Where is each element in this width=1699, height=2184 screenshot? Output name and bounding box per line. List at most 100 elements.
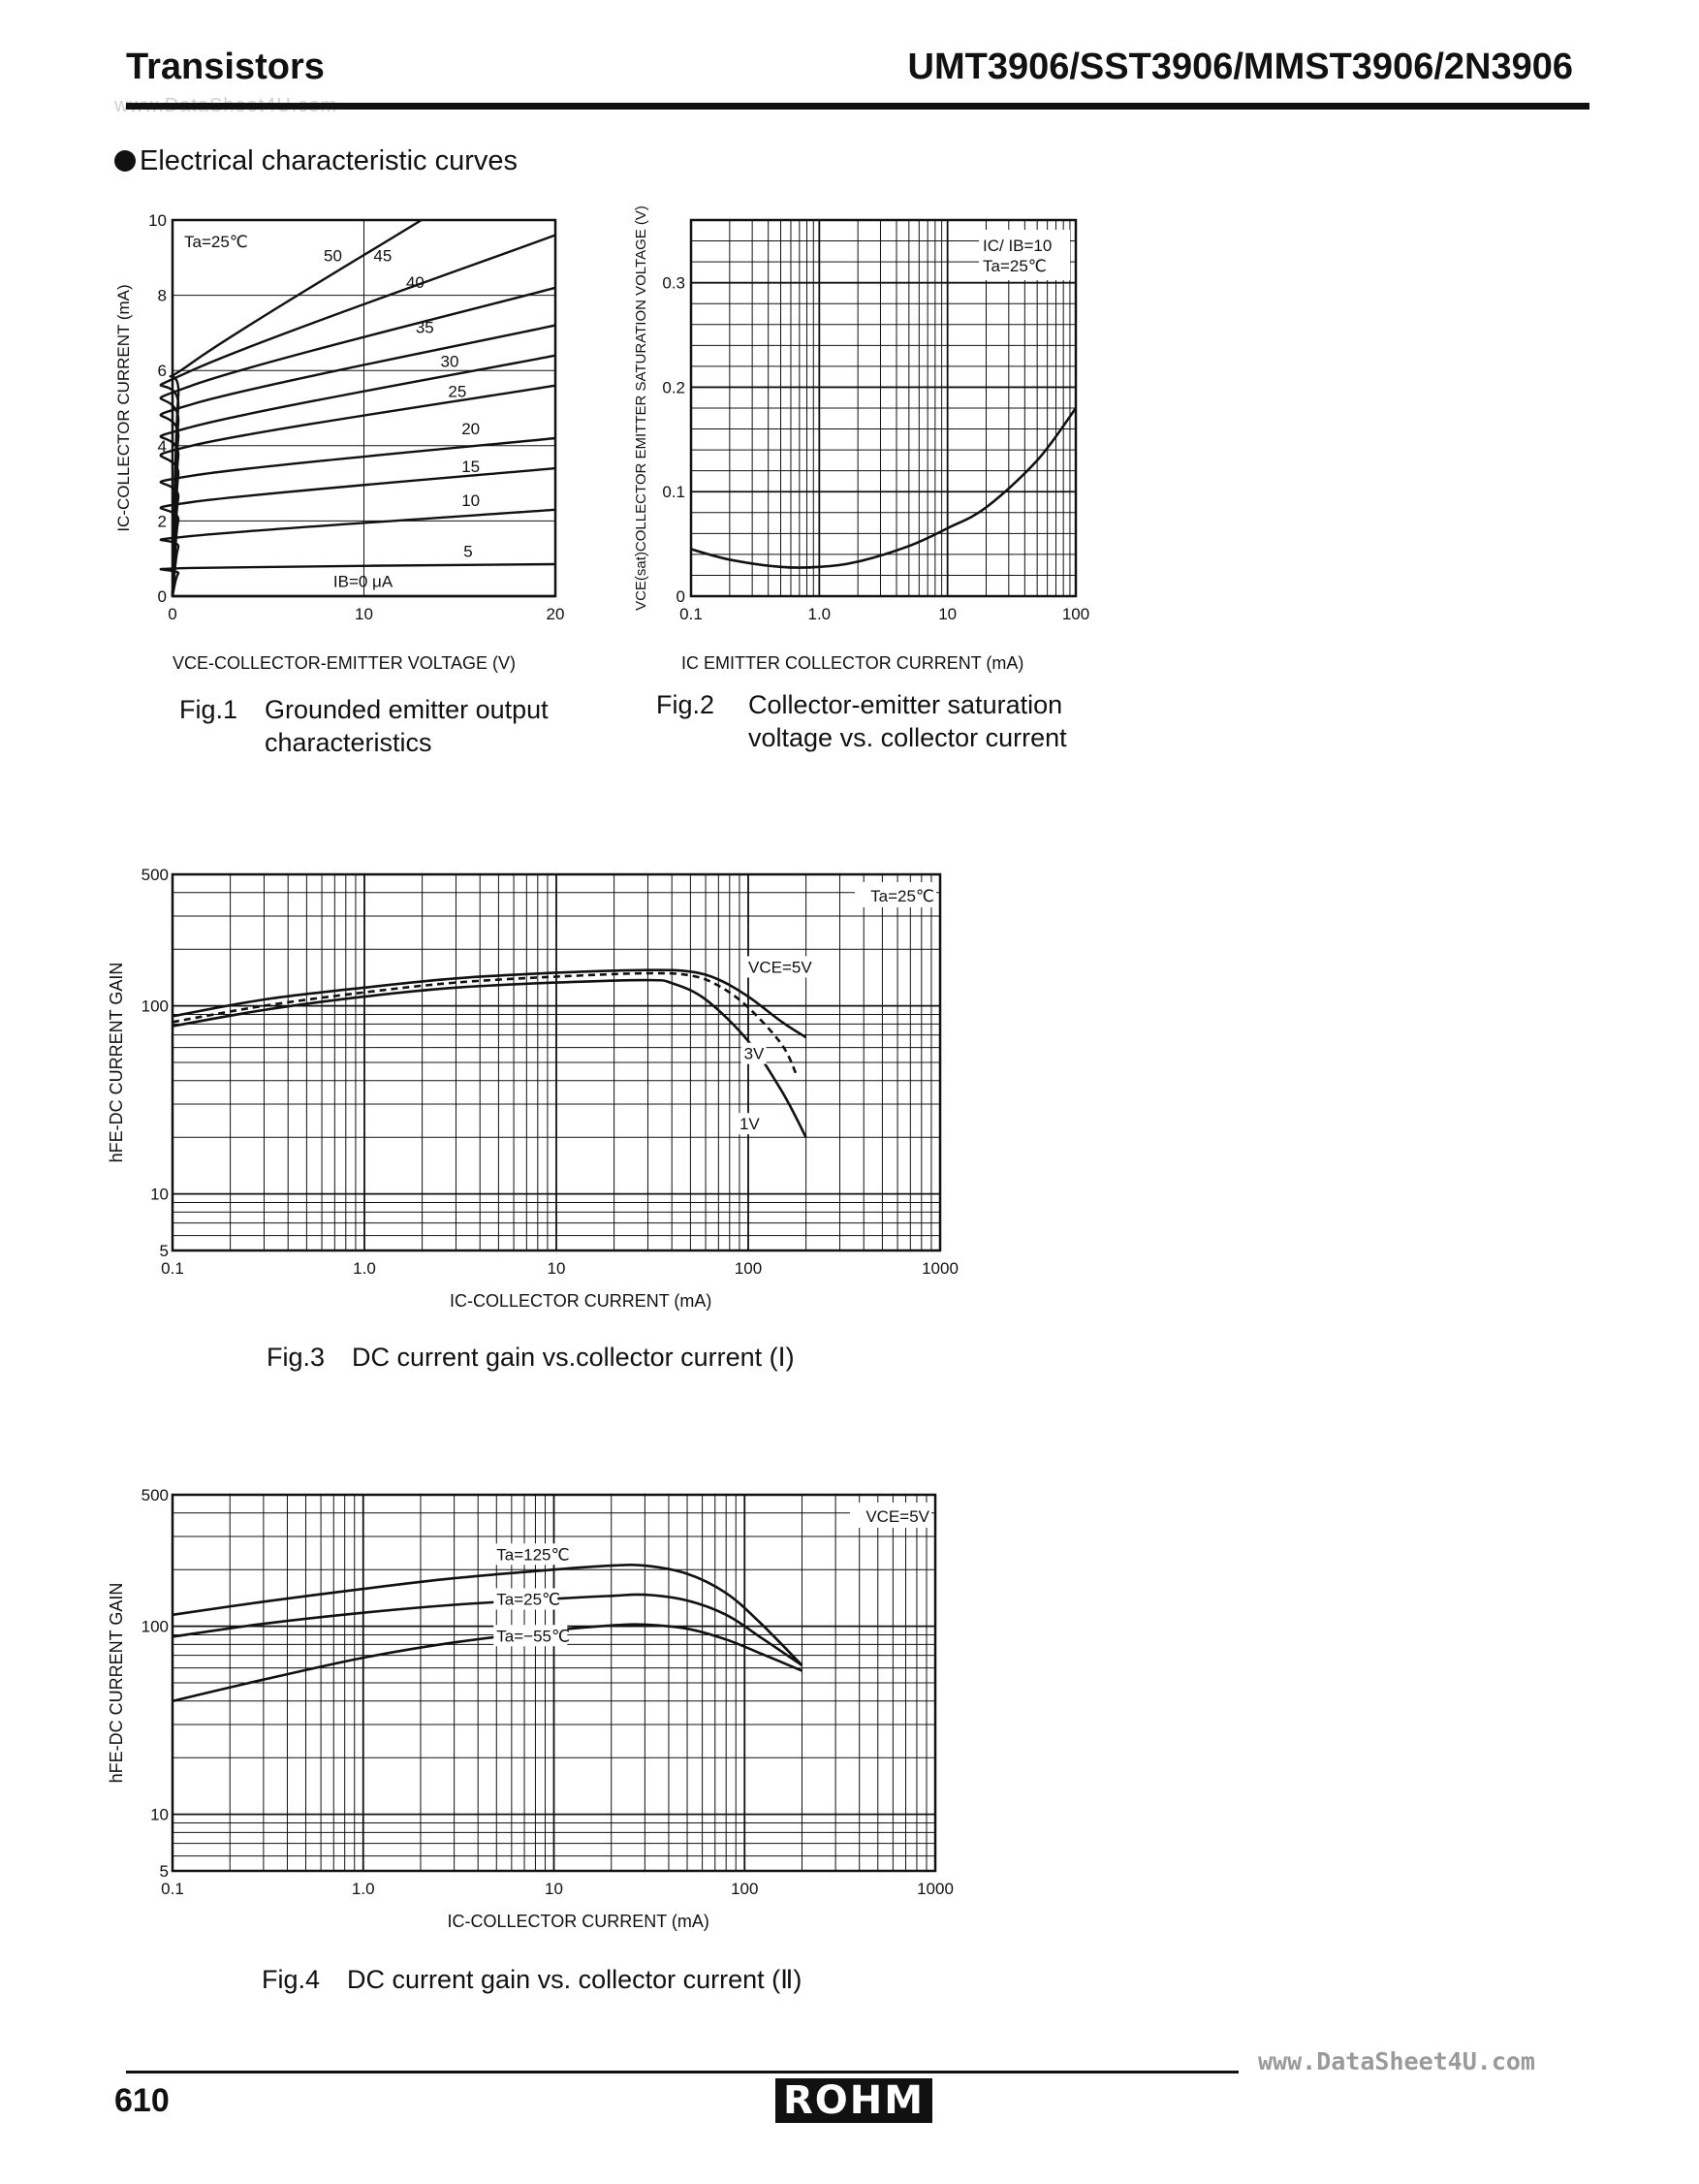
series-label-45: 45	[373, 247, 392, 266]
series-line-1	[172, 971, 799, 1078]
bullet-icon	[114, 150, 136, 172]
series-line-40	[159, 286, 556, 597]
y-axis-label: VCE(sat)COLLECTOR EMITTER SATURATION VOL…	[633, 206, 649, 611]
series-line-5	[159, 562, 556, 597]
x-tick-label: 10	[545, 1880, 563, 1898]
rohm-logo: ROHM	[775, 2078, 933, 2123]
x-tick-label: 0.1	[161, 1880, 184, 1898]
series-line-vcesat	[690, 407, 1078, 569]
series-label-2: Ta=−55℃	[496, 1627, 570, 1645]
series-label-bg-2	[493, 1625, 568, 1647]
condition-label: Ta=25℃	[870, 887, 934, 905]
chart-fig1: 0 2 4 6 8 10 0 10 20 IB=0 μA 5 10 15 20 25 30 35 40 45 50 Ta…	[114, 211, 565, 673]
fig2-caption-line1: Collector-emitter saturation	[748, 690, 1063, 719]
series-label-bg-0	[745, 956, 809, 978]
fig1-caption-line1: Grounded emitter output	[265, 695, 549, 724]
fig3-caption: Fig.3 DC current gain vs.collector curren…	[267, 1341, 795, 1374]
x-tick-label: 20	[547, 605, 565, 623]
y-tick-label: 10	[148, 211, 167, 230]
y-tick-label: 4	[158, 437, 167, 456]
condition-box	[979, 230, 1070, 280]
condition-box	[850, 1503, 931, 1528]
fig2-caption-line2: voltage vs. collector current	[748, 723, 1067, 752]
x-tick-label: 10	[938, 605, 957, 623]
x-tick-label: 10	[355, 605, 373, 623]
fig4-caption-line1: DC current gain vs. collector current (Ⅱ…	[347, 1965, 802, 1994]
x-tick-label: 0	[168, 605, 176, 623]
series-label-50: 50	[324, 247, 342, 266]
x-tick-label: 1000	[917, 1880, 954, 1898]
x-axis-label: IC-COLLECTOR CURRENT (mA)	[450, 1291, 711, 1311]
series-label-bg-0	[493, 1543, 568, 1566]
condition-label: VCE=5V	[865, 1507, 929, 1526]
y-tick-label: 2	[158, 512, 167, 530]
y-tick-label: 100	[142, 1618, 169, 1636]
series-label-1: 3V	[744, 1045, 765, 1063]
y-tick-label: 0.1	[662, 483, 685, 501]
fig1-caption-number: Fig.1	[179, 695, 238, 724]
fig4-caption: Fig.4 DC current gain vs. collector curre…	[262, 1963, 802, 1996]
x-axis-label: IC-COLLECTOR CURRENT (mA)	[448, 1912, 709, 1931]
series-label-bg-1	[740, 1042, 767, 1064]
y-tick-label: 6	[158, 362, 167, 380]
y-tick-label: 8	[158, 287, 167, 305]
y-tick-label: 5	[160, 1862, 169, 1881]
x-tick-label: 100	[1062, 605, 1089, 623]
y-tick-label: 0.3	[662, 274, 685, 293]
y-tick-label: 100	[142, 997, 169, 1016]
series-line-2	[172, 1623, 802, 1703]
series-label-10: 10	[461, 491, 480, 510]
header-right-title: UMT3906/SST3906/MMST3906/2N3906	[907, 47, 1573, 87]
header-rule	[126, 103, 1589, 110]
fig1-caption-line2: characteristics	[265, 728, 432, 757]
series-line-50	[169, 218, 423, 597]
series-label-35: 35	[416, 318, 434, 336]
y-tick-label: 5	[160, 1242, 169, 1260]
series-label-bg-1	[493, 1588, 558, 1610]
series-line-1	[172, 1593, 803, 1666]
series-label-0: Ta=125℃	[496, 1545, 569, 1564]
x-tick-label: 0.1	[161, 1259, 184, 1278]
series-label-40: 40	[406, 273, 425, 292]
series-label-20: 20	[461, 420, 480, 438]
chart-fig3: 5 10 100 500 0.1 1.0 10 100 1000 VCE=5V 3V 1V Ta=25℃…	[107, 866, 959, 1311]
fig2-caption: Fig.2 Collector-emitter saturation voltag…	[656, 688, 1067, 754]
series-label-0: IB=0 μA	[333, 572, 393, 590]
condition-label: Ta=25℃	[184, 233, 248, 251]
plot-frame	[171, 872, 942, 1252]
x-tick-label: 1000	[922, 1259, 959, 1278]
fig3-caption-number: Fig.3	[267, 1343, 326, 1372]
x-tick-label: 100	[735, 1259, 762, 1278]
y-axis-label: hFE-DC CURRENT GAIN	[107, 1583, 126, 1784]
x-tick-label: 1.0	[808, 605, 832, 623]
x-tick-label: 100	[731, 1880, 758, 1898]
header-left-title: Transistors	[126, 47, 325, 87]
x-tick-label: 1.0	[352, 1880, 375, 1898]
y-tick-label: 10	[150, 1186, 169, 1204]
chart-fig4: 5 10 100 500 0.1 1.0 10 100 1000 Ta=125℃ Ta=25℃ Ta=…	[107, 1486, 954, 1931]
series-line-0	[172, 1564, 803, 1666]
page-number: 610	[114, 2082, 170, 2119]
series-label-2: 1V	[739, 1115, 760, 1133]
series-label-15: 15	[461, 458, 480, 476]
y-tick-label: 0	[158, 587, 167, 606]
y-axis-label: hFE-DC CURRENT GAIN	[107, 963, 126, 1163]
fig4-caption-number: Fig.4	[262, 1965, 321, 1994]
x-tick-label: 10	[548, 1259, 566, 1278]
series-line-0	[172, 968, 807, 1039]
series-label-25: 25	[448, 382, 466, 400]
fig1-caption: Fig.1 Grounded emitter output characteris…	[179, 693, 549, 759]
footer-url: www.DataSheet4U.com	[1258, 2047, 1535, 2075]
series-label-5: 5	[463, 542, 472, 560]
y-tick-label: 0.2	[662, 378, 685, 396]
plot-frame	[689, 218, 1078, 598]
condition-box	[855, 882, 936, 907]
y-tick-label: 0	[676, 587, 685, 606]
x-axis-label: VCE-COLLECTOR-EMITTER VOLTAGE (V)	[173, 653, 516, 673]
condition-label-1: IC/ IB=10	[983, 237, 1052, 255]
fig2-caption-number: Fig.2	[656, 690, 715, 719]
y-tick-label: 10	[150, 1806, 169, 1824]
series-line-10	[159, 508, 556, 597]
condition-label-2: Ta=25℃	[983, 257, 1047, 275]
